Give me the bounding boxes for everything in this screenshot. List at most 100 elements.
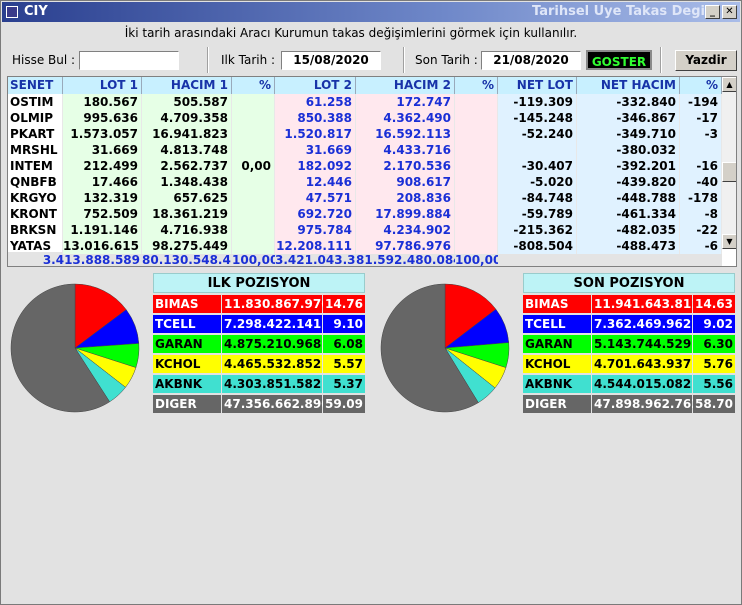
cell-net-pct [680, 142, 722, 158]
position-row-diger: DIGER 47.356.662.896 59.09 [153, 395, 365, 414]
cell-hacim2: 4.362.490 [356, 110, 455, 126]
cell-net-lot: -145.248 [498, 110, 577, 126]
cell-pct2 [455, 158, 498, 174]
cell-hacim2: 16.592.113 [356, 126, 455, 142]
cell-net-hacim: -482.035 [577, 222, 680, 238]
cell-lot1: 31.669 [63, 142, 142, 158]
total-cell: 100,00 [455, 253, 498, 267]
cell-hacim2: 97.786.976 [356, 238, 455, 254]
son-tarih-field[interactable]: 21/08/2020 [481, 51, 581, 70]
cell-net-hacim: -349.710 [577, 126, 680, 142]
cell-net-hacim: -346.867 [577, 110, 680, 126]
son-pozisyon-pie-chart [380, 283, 510, 413]
position-row-tcell: TCELL 7.298.422.141 9.10 [153, 315, 365, 334]
column-header-pct1[interactable]: % [232, 77, 275, 94]
column-header-senet[interactable]: SENET [8, 77, 63, 94]
position-pct: 58.70 [693, 395, 735, 413]
position-value: 7.298.422.141 [222, 315, 322, 333]
cell-net-hacim: -392.201 [577, 158, 680, 174]
cell-net-hacim: -488.473 [577, 238, 680, 254]
cell-senet[interactable]: PKART [8, 126, 63, 142]
position-name: GARAN [523, 335, 591, 353]
position-row-garan: GARAN 5.143.744.529 6.30 [523, 335, 735, 354]
cell-pct2 [455, 190, 498, 206]
position-name: AKBNK [153, 375, 221, 393]
column-header-pct2[interactable]: % [455, 77, 498, 94]
position-name: TCELL [523, 315, 591, 333]
cell-lot1: 752.509 [63, 206, 142, 222]
cell-senet[interactable]: BRKSN [8, 222, 63, 238]
cell-senet[interactable]: QNBFB [8, 174, 63, 190]
cell-hacim2: 2.170.536 [356, 158, 455, 174]
column-header-net-lot[interactable]: NET LOT [498, 77, 577, 94]
ilk-tarih-field[interactable]: 15/08/2020 [281, 51, 381, 70]
cell-senet[interactable]: YATAS [8, 238, 63, 254]
cell-hacim2: 908.617 [356, 174, 455, 190]
cell-senet[interactable]: INTEM [8, 158, 63, 174]
scroll-up-icon[interactable]: ▲ [722, 77, 736, 92]
close-button[interactable]: ✕ [722, 5, 737, 19]
cell-hacim2: 4.433.716 [356, 142, 455, 158]
cell-hacim1: 16.941.823 [142, 126, 232, 142]
position-value: 4.875.210.968 [222, 335, 322, 353]
son-tarih-label: Son Tarih : [415, 53, 478, 67]
cell-net-pct: -22 [680, 222, 722, 238]
goster-button[interactable]: GOSTER [586, 50, 652, 70]
position-pct: 5.76 [693, 355, 735, 373]
cell-senet[interactable]: MRSHL [8, 142, 63, 158]
position-name: AKBNK [523, 375, 591, 393]
position-row-diger: DIGER 47.898.962.762 58.70 [523, 395, 735, 414]
yazdir-button[interactable]: Yazdir [675, 50, 737, 71]
cell-pct1 [232, 110, 275, 126]
cell-net-pct: -17 [680, 110, 722, 126]
column-header-lot1[interactable]: LOT 1 [63, 77, 142, 94]
divider [207, 47, 209, 73]
cell-hacim2: 208.836 [356, 190, 455, 206]
vertical-scrollbar[interactable]: ▲ ▼ [722, 77, 736, 249]
position-row-akbnk: AKBNK 4.303.851.582 5.37 [153, 375, 365, 394]
cell-net-hacim: -461.334 [577, 206, 680, 222]
pie-slice-diger [380, 283, 479, 413]
cell-hacim1: 1.348.438 [142, 174, 232, 190]
cell-senet[interactable]: KRGYO [8, 190, 63, 206]
position-name: KCHOL [153, 355, 221, 373]
column-header-hacim2[interactable]: HACIM 2 [356, 77, 455, 94]
position-value: 47.356.662.896 [222, 395, 330, 413]
position-name: KCHOL [523, 355, 591, 373]
column-header-net-hacim[interactable]: NET HACIM [577, 77, 680, 94]
cell-net-hacim: -332.840 [577, 94, 680, 110]
cell-net-lot [498, 142, 577, 158]
position-pct: 5.56 [693, 375, 735, 393]
title-bar[interactable]: CIY Tarihsel Uye Takas Degisim _ ✕ [2, 2, 740, 22]
cell-pct1 [232, 190, 275, 206]
pie-slice-bimas [74, 283, 127, 349]
minimize-button[interactable]: _ [705, 5, 720, 19]
scroll-thumb[interactable] [722, 162, 736, 182]
cell-senet[interactable]: OLMIP [8, 110, 63, 126]
scroll-down-icon[interactable]: ▼ [722, 234, 736, 249]
position-value: 4.303.851.582 [222, 375, 322, 393]
column-header-lot2[interactable]: LOT 2 [275, 77, 356, 94]
position-name: DIGER [523, 395, 591, 413]
cell-lot2: 47.571 [275, 190, 356, 206]
takas-table[interactable]: ▲ ▼ SENET LOT 1 HACIM 1% LOT 2 HACIM 2% NET L… [7, 76, 737, 267]
cell-hacim1: 505.587 [142, 94, 232, 110]
pie-slice-diger [10, 283, 111, 413]
description-text: İki tarih arasındaki Aracı Kurumun takas… [124, 26, 578, 40]
cell-pct1 [232, 238, 275, 254]
hisse-search-input[interactable] [79, 51, 179, 70]
cell-senet[interactable]: KRONT [8, 206, 63, 222]
cell-net-pct: -178 [680, 190, 722, 206]
position-name: TCELL [153, 315, 221, 333]
position-row-garan: GARAN 4.875.210.968 6.08 [153, 335, 365, 354]
column-header-hacim1[interactable]: HACIM 1 [142, 77, 232, 94]
column-header-net-pct[interactable]: % [680, 77, 722, 94]
cell-pct1 [232, 174, 275, 190]
cell-hacim1: 18.361.219 [142, 206, 232, 222]
cell-net-pct: -40 [680, 174, 722, 190]
position-row-bimas: BIMAS 11.830.867.976 14.76 [153, 295, 365, 314]
cell-pct1 [232, 142, 275, 158]
cell-lot1: 995.636 [63, 110, 142, 126]
cell-senet[interactable]: OSTIM [8, 94, 63, 110]
